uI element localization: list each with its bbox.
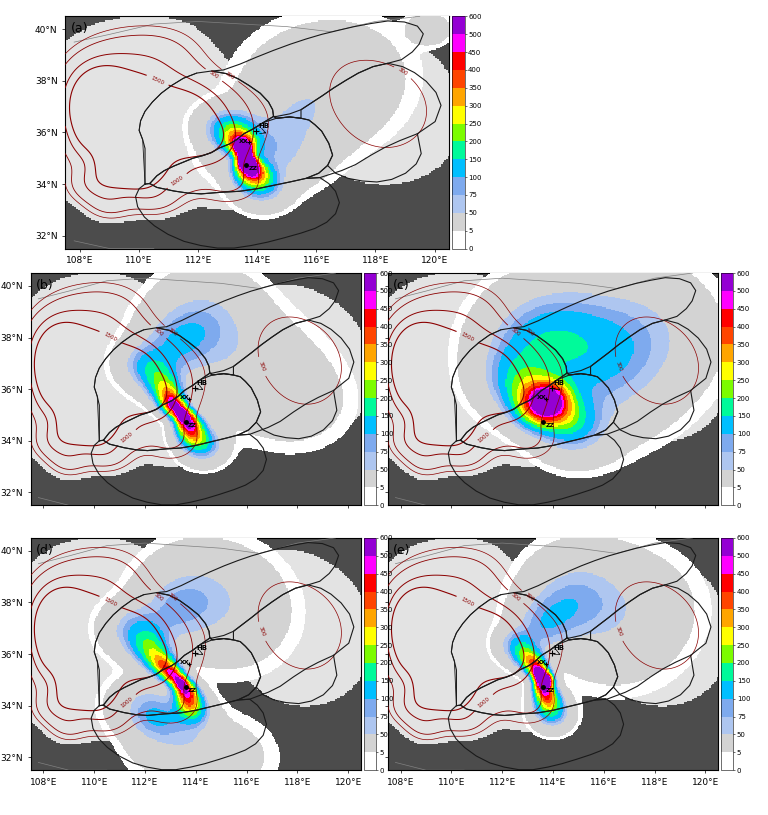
- Text: HB: HB: [258, 123, 269, 129]
- Text: 300: 300: [167, 592, 178, 602]
- Text: 300: 300: [397, 67, 409, 77]
- Text: 500: 500: [510, 592, 521, 602]
- Text: HB: HB: [554, 645, 564, 650]
- Text: 1500: 1500: [103, 597, 118, 607]
- Text: 1000: 1000: [120, 696, 134, 709]
- Text: XX: XX: [239, 139, 248, 143]
- Text: (e): (e): [392, 544, 410, 557]
- Text: HB: HB: [197, 380, 207, 385]
- Text: XX: XX: [537, 395, 547, 400]
- Text: HB: HB: [554, 380, 564, 385]
- Text: 1500: 1500: [460, 597, 475, 607]
- Text: 1500: 1500: [460, 332, 475, 342]
- Text: 1000: 1000: [120, 431, 134, 444]
- Text: 300: 300: [614, 626, 623, 637]
- Text: 500: 500: [208, 70, 220, 80]
- Text: XX: XX: [537, 660, 547, 665]
- Text: ZZ: ZZ: [248, 166, 257, 171]
- Text: XX: XX: [180, 660, 190, 665]
- Text: 300: 300: [257, 361, 266, 372]
- Text: ZZ: ZZ: [545, 688, 554, 693]
- Text: 500: 500: [510, 327, 521, 337]
- Text: 300: 300: [224, 70, 236, 81]
- Text: 300: 300: [524, 592, 535, 602]
- Text: 1000: 1000: [477, 431, 491, 444]
- Text: (b): (b): [35, 279, 53, 292]
- Text: ZZ: ZZ: [188, 423, 197, 428]
- Text: 300: 300: [257, 626, 266, 637]
- Text: 1000: 1000: [170, 175, 184, 187]
- Text: (a): (a): [71, 22, 88, 35]
- Text: ZZ: ZZ: [188, 688, 197, 693]
- Text: 500: 500: [153, 327, 164, 337]
- Text: (c): (c): [392, 279, 409, 292]
- Text: ZZ: ZZ: [545, 423, 554, 428]
- Text: XX: XX: [180, 395, 190, 400]
- Text: HB: HB: [197, 645, 207, 650]
- Text: 1000: 1000: [477, 696, 491, 709]
- Text: 300: 300: [614, 361, 623, 372]
- Text: 500: 500: [153, 592, 164, 602]
- Text: (d): (d): [35, 544, 54, 557]
- Text: 1500: 1500: [151, 75, 165, 86]
- Text: 300: 300: [167, 327, 178, 337]
- Text: 300: 300: [524, 327, 535, 337]
- Text: 1500: 1500: [103, 332, 118, 342]
